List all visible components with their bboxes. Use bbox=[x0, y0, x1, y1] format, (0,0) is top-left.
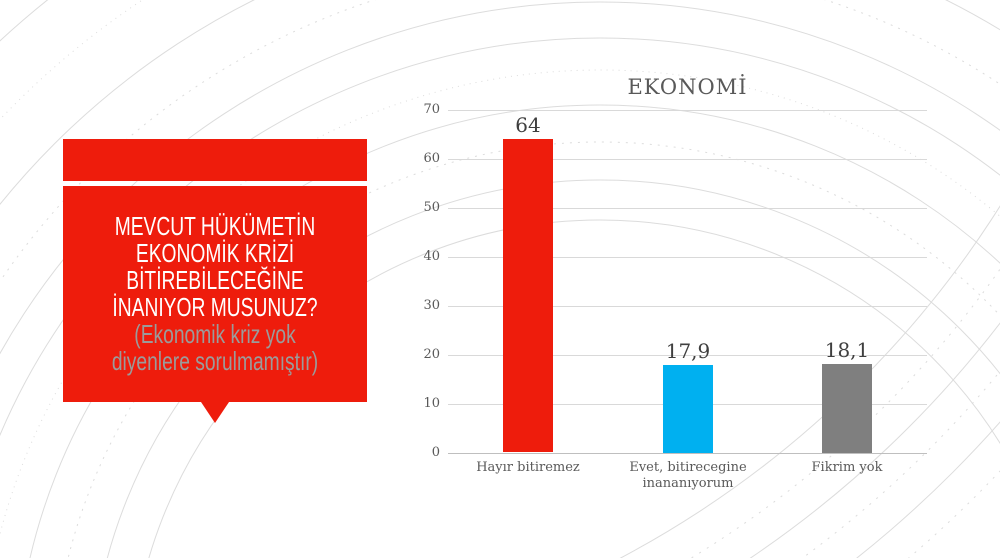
gridline bbox=[448, 110, 927, 111]
gridline bbox=[448, 306, 927, 307]
y-axis-tick-label: 0 bbox=[431, 445, 440, 460]
y-axis-tick-label: 60 bbox=[423, 151, 440, 166]
question-note-line: (Ekonomik kriz yok bbox=[134, 319, 296, 349]
y-axis-tick-label: 70 bbox=[423, 102, 440, 117]
bar-value-label: 18,1 bbox=[824, 338, 870, 362]
bar-value-label: 17,9 bbox=[665, 339, 711, 363]
gridline bbox=[448, 208, 927, 209]
y-axis-tick-label: 30 bbox=[423, 298, 440, 313]
chart-bar bbox=[503, 139, 553, 452]
callout-top-bar bbox=[63, 139, 367, 181]
chart-title: EKONOMİ bbox=[627, 75, 748, 99]
question-text: MEVCUT HÜKÜMETİN EKONOMİK KRİZİ BİTİREBİ… bbox=[103, 213, 328, 375]
y-axis-tick-label: 20 bbox=[423, 347, 440, 362]
gridline bbox=[448, 257, 927, 258]
x-axis-line bbox=[448, 453, 927, 454]
chart-bar bbox=[663, 365, 713, 453]
bar-value-label: 64 bbox=[515, 113, 541, 137]
x-axis-category-label: Hayır bitiremez bbox=[476, 460, 580, 475]
question-line: MEVCUT HÜKÜMETİN bbox=[114, 211, 316, 241]
question-line: EKONOMİK KRİZİ bbox=[135, 238, 295, 268]
gridline bbox=[448, 159, 927, 160]
x-axis-category-label: Evet, bitirecegine inananıyorum bbox=[629, 460, 747, 491]
chart-bar bbox=[822, 364, 872, 453]
question-line: BİTİREBİLECEĞİNE bbox=[126, 265, 304, 295]
gridline bbox=[448, 355, 927, 356]
question-callout: MEVCUT HÜKÜMETİN EKONOMİK KRİZİ BİTİREBİ… bbox=[63, 186, 367, 423]
callout-pointer-icon bbox=[201, 402, 229, 423]
question-note-line: diyenlere sorulmamıştır) bbox=[111, 346, 319, 376]
question-line: İNANIYOR MUSUNUZ? bbox=[112, 292, 318, 322]
y-axis-tick-label: 50 bbox=[423, 200, 440, 215]
x-axis-category-label: Fikrim yok bbox=[811, 460, 883, 475]
y-axis-tick-label: 10 bbox=[423, 396, 440, 411]
y-axis-tick-label: 40 bbox=[423, 249, 440, 264]
